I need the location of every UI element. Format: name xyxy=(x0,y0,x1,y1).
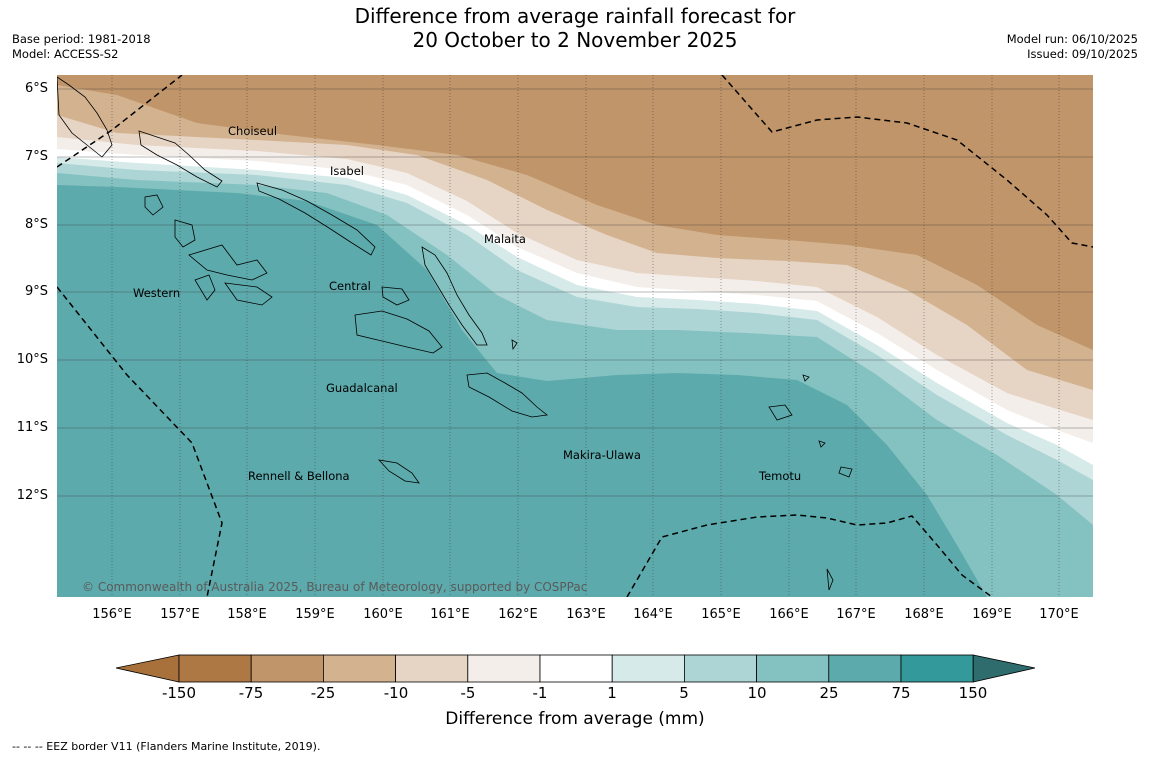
lon-label-170e: 170°E xyxy=(1039,607,1079,622)
colorbar-label-1: 1 xyxy=(607,684,617,702)
map-canvas xyxy=(57,75,1093,597)
colorbar-swatch-8 xyxy=(684,654,758,683)
island-malaita xyxy=(421,246,488,346)
lon-label-164e: 164°E xyxy=(633,607,673,622)
lat-label-11s: 11°S xyxy=(16,420,48,435)
island-rennell xyxy=(377,459,420,484)
colorbar-swatch-10 xyxy=(828,654,902,683)
copyright-notice: © Commonwealth of Australia 2025, Bureau… xyxy=(82,580,588,594)
island-guadalcanal xyxy=(354,310,443,354)
colorbar-swatch-2 xyxy=(250,654,324,683)
colorbar-arrow-high xyxy=(972,654,1036,683)
lat-label-6s: 6°S xyxy=(24,81,48,96)
lon-label-157e: 157°E xyxy=(160,607,200,622)
colorbar-swatch-9 xyxy=(756,654,830,683)
island-small-2 xyxy=(838,466,853,478)
lat-label-7s: 7°S xyxy=(24,149,48,164)
island-new-georgia xyxy=(174,219,273,306)
colorbar-swatch-7 xyxy=(611,654,685,683)
lon-label-158e: 158°E xyxy=(227,607,267,622)
issued-date: Issued: 09/10/2025 xyxy=(1027,47,1138,61)
colorbar-label-minus-25: -25 xyxy=(310,684,336,702)
colorbar-label-25: 25 xyxy=(819,684,839,702)
colorbar-label-minus-150: -150 xyxy=(161,684,197,702)
region-label-malaita: Malaita xyxy=(484,232,526,246)
colorbar xyxy=(115,654,1036,683)
meta-left: Base period: 1981-2018 Model: ACCESS-S2 xyxy=(12,32,151,62)
lon-label-160e: 160°E xyxy=(363,607,403,622)
lon-label-156e: 156°E xyxy=(92,607,132,622)
island-small-5 xyxy=(511,339,518,351)
lon-label-163e: 163°E xyxy=(566,607,606,622)
eez-borders xyxy=(57,75,1093,597)
island-florida xyxy=(381,286,410,306)
region-label-isabel: Isabel xyxy=(330,164,365,178)
map-grid xyxy=(57,88,1093,497)
colorbar-swatch-4 xyxy=(395,654,469,683)
lon-label-161e: 161°E xyxy=(430,607,470,622)
colorbar-label-minus-1: -1 xyxy=(532,684,548,702)
lat-label-10s: 10°S xyxy=(16,352,48,367)
island-makira xyxy=(466,372,548,418)
lon-label-166e: 166°E xyxy=(769,607,809,622)
lon-label-168e: 168°E xyxy=(904,607,944,622)
island-small-1 xyxy=(818,440,826,448)
lon-label-159e: 159°E xyxy=(295,607,335,622)
band-brown-75 xyxy=(57,75,1093,350)
title-line-1: Difference from average rainfall forecas… xyxy=(354,4,796,28)
lat-label-12s: 12°S xyxy=(16,488,48,503)
lat-label-8s: 8°S xyxy=(24,217,48,232)
colorbar-swatch-11 xyxy=(900,654,974,683)
model-run: Model run: 06/10/2025 xyxy=(1006,32,1138,46)
lat-label-9s: 9°S xyxy=(24,284,48,299)
region-label-rennell: Rennell & Bellona xyxy=(248,469,350,483)
lon-label-167e: 167°E xyxy=(836,607,876,622)
region-label-western: Western xyxy=(133,286,181,300)
island-isabel xyxy=(256,182,376,256)
region-label-central: Central xyxy=(329,279,371,293)
colorbar-swatch-6 xyxy=(539,654,613,683)
title-line-2: 20 October to 2 November 2025 xyxy=(412,28,738,52)
island-santa-cruz xyxy=(768,404,793,421)
colorbar-label-75: 75 xyxy=(891,684,911,702)
island-choiseul xyxy=(138,130,223,188)
colorbar-label-5: 5 xyxy=(679,684,689,702)
colorbar-arrow-low xyxy=(115,654,180,683)
model-name: Model: ACCESS-S2 xyxy=(12,47,119,61)
colorbar-label-minus-10: -10 xyxy=(383,684,409,702)
region-label-choiseul: Choiseul xyxy=(228,124,278,138)
colorbar-label-minus-5: -5 xyxy=(460,684,476,702)
lon-label-169e: 169°E xyxy=(972,607,1012,622)
eez-footnote: -- -- -- EEZ border V11 (Flanders Marine… xyxy=(12,740,321,753)
lon-label-165e: 165°E xyxy=(701,607,741,622)
region-label-guadalcanal: Guadalcanal xyxy=(326,381,398,395)
rainfall-map xyxy=(57,75,1093,597)
region-label-makira: Makira-Ulawa xyxy=(563,448,641,462)
meta-right: Model run: 06/10/2025 Issued: 09/10/2025 xyxy=(1007,32,1138,62)
colorbar-swatch-1 xyxy=(178,654,252,683)
island-vella-lavella xyxy=(144,194,164,216)
map-grid-meridians xyxy=(111,75,1060,597)
island-bougainville xyxy=(57,76,113,158)
island-small-3 xyxy=(826,568,834,591)
colorbar-label-minus-75: -75 xyxy=(238,684,264,702)
chart-title: Difference from average rainfall forecas… xyxy=(0,4,1150,52)
lon-label-162e: 162°E xyxy=(498,607,538,622)
colorbar-label-10: 10 xyxy=(747,684,767,702)
island-outlines xyxy=(57,76,853,591)
colorbar-label-150: 150 xyxy=(958,684,988,702)
island-small-4 xyxy=(802,374,810,382)
region-label-temotu: Temotu xyxy=(759,469,802,483)
colorbar-swatch-5 xyxy=(467,654,541,683)
colorbar-swatch-3 xyxy=(322,654,396,683)
base-period: Base period: 1981-2018 xyxy=(12,32,151,46)
colorbar-title: Difference from average (mm) xyxy=(445,709,705,729)
